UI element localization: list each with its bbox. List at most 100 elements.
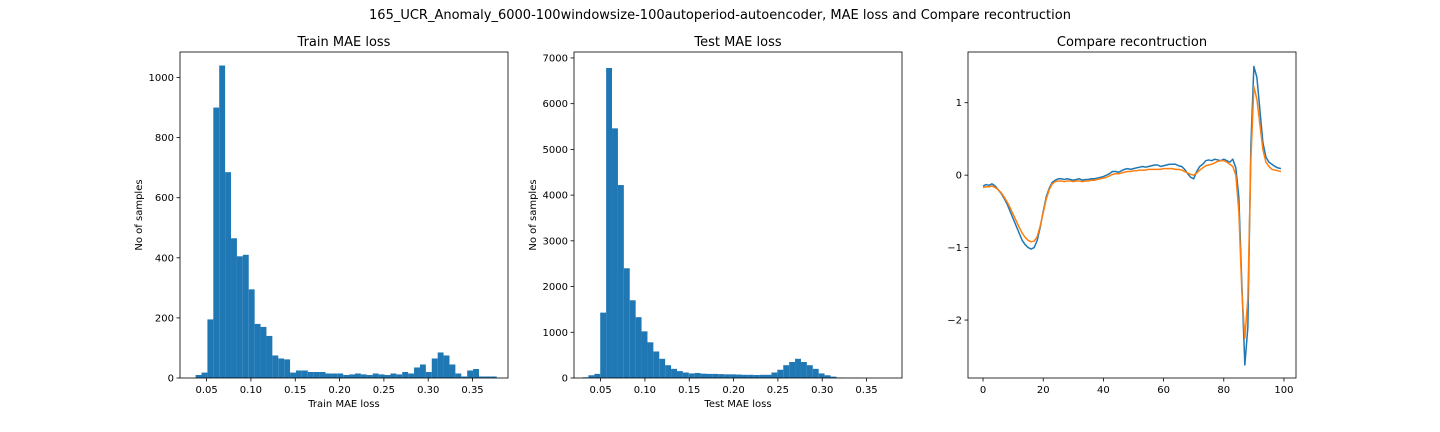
axes-title: Compare recontruction <box>1057 35 1207 50</box>
x-tick-label: 0.25 <box>373 385 395 396</box>
histogram-bar <box>623 268 630 378</box>
histogram-bar <box>225 172 232 378</box>
panel-compare-reconstruction: 0 20 40 60 80 100 −2 −1 0 1 Compare recontruction <box>947 35 1297 396</box>
y-tick-label: 1 <box>956 98 962 109</box>
histogram-bar <box>812 368 819 378</box>
histogram-bar <box>266 335 273 378</box>
histogram-bar <box>278 358 285 378</box>
x-tick-label: 40 <box>1097 385 1110 396</box>
histogram-bar <box>284 359 291 378</box>
histogram-bar <box>384 374 391 378</box>
histogram-bar <box>431 358 438 378</box>
y-tick-label: 1000 <box>149 73 174 84</box>
histogram-bar <box>343 374 350 378</box>
histogram-bar <box>360 374 367 378</box>
axes-frame <box>179 51 509 379</box>
histogram-bar <box>594 373 601 378</box>
x-tick-label: 0.05 <box>195 385 217 396</box>
histogram-bar <box>219 65 226 378</box>
y-tick-label: −1 <box>947 243 962 254</box>
y-tick-label: 7000 <box>543 53 568 64</box>
histogram-bar <box>290 372 296 378</box>
x-tick-label: 0.30 <box>811 385 833 396</box>
histogram-bar <box>818 373 825 378</box>
histogram-bar <box>425 371 432 378</box>
figure-suptitle: 165_UCR_Anomaly_6000-100windowsize-100au… <box>369 8 1071 23</box>
histogram-bar <box>461 376 468 378</box>
histogram-bar <box>753 375 760 378</box>
histogram-bar <box>414 367 420 378</box>
histogram-bar <box>700 373 707 378</box>
histogram-bar <box>795 358 801 378</box>
histogram-bar <box>378 374 385 378</box>
y-tick-label: 0 <box>562 374 568 385</box>
histogram-bar <box>653 351 660 378</box>
histogram-bar <box>201 372 208 378</box>
histogram-bar <box>600 312 607 378</box>
x-tick-label: 100 <box>1274 385 1293 396</box>
histogram-bar <box>688 373 695 378</box>
histogram-bar <box>759 374 766 378</box>
histogram-bar <box>272 355 279 378</box>
y-tick-label: 6000 <box>543 99 568 110</box>
x-tick-label: 60 <box>1157 385 1170 396</box>
histogram-bar <box>671 368 677 378</box>
x-tick-label: 0.05 <box>589 385 611 396</box>
x-tick-label: 0 <box>980 385 986 396</box>
histogram-bar <box>777 369 784 378</box>
histogram-bar <box>783 365 790 378</box>
histogram-bar <box>437 352 444 378</box>
x-tick-label: 0.15 <box>284 385 306 396</box>
histogram-bar <box>676 371 683 378</box>
axes-title: Train MAE loss <box>297 35 391 50</box>
y-tick-label: 3000 <box>543 236 568 247</box>
histogram-bar <box>355 373 361 378</box>
y-tick-label: 0 <box>956 171 962 182</box>
panel-train-mae-histogram: 0.05 0.10 0.15 0.20 0.25 0.30 0.35 0 200 400 600 80… <box>134 35 509 410</box>
histogram-bar <box>301 370 308 378</box>
x-tick-label: 0.25 <box>767 385 789 396</box>
x-axis-label: Train MAE loss <box>307 399 379 410</box>
x-tick-label: 0.30 <box>417 385 439 396</box>
histogram-bar <box>478 376 485 378</box>
histogram-bar <box>408 373 415 378</box>
histogram-bar <box>260 326 267 378</box>
series-line-blue <box>982 65 1282 366</box>
series-line-orange <box>982 86 1282 339</box>
y-tick-label: 200 <box>155 313 174 324</box>
x-tick-label: 80 <box>1217 385 1230 396</box>
y-tick-label: 5000 <box>543 145 568 156</box>
histogram-bar <box>390 373 397 378</box>
panel-test-mae-histogram: 0.05 0.10 0.15 0.20 0.25 0.30 0.35 0 1000 2000 300… <box>528 35 903 410</box>
x-tick-label: 0.15 <box>678 385 700 396</box>
y-axis-label: No of samples <box>528 179 539 250</box>
y-tick-label: 0 <box>168 374 174 385</box>
histogram-bar <box>467 370 474 378</box>
histogram-bar <box>789 361 796 378</box>
histogram-bar <box>588 375 595 378</box>
histogram-bar <box>372 373 379 378</box>
histogram-bar <box>449 364 456 378</box>
histogram-bar <box>629 300 636 378</box>
histogram-bar <box>213 107 220 378</box>
histogram-bar <box>207 319 214 378</box>
histogram-bar <box>806 365 813 378</box>
histogram-bar <box>396 374 403 378</box>
histogram-bar <box>443 355 450 378</box>
x-tick-label: 0.10 <box>240 385 262 396</box>
histogram-bar <box>473 368 479 378</box>
histogram-bar <box>641 331 648 378</box>
histogram-bar <box>349 374 356 378</box>
histogram-bar <box>490 376 497 378</box>
histogram-bar <box>824 375 831 378</box>
histogram-bar <box>718 374 725 378</box>
histogram-bar <box>617 185 624 378</box>
histogram-bar <box>665 365 672 378</box>
y-tick-label: 600 <box>155 193 174 204</box>
x-tick-label: 20 <box>1037 385 1050 396</box>
x-tick-label: 0.35 <box>461 385 483 396</box>
histogram-bar <box>313 371 320 378</box>
histogram-bar <box>419 364 426 378</box>
y-tick-label: −2 <box>947 316 962 327</box>
